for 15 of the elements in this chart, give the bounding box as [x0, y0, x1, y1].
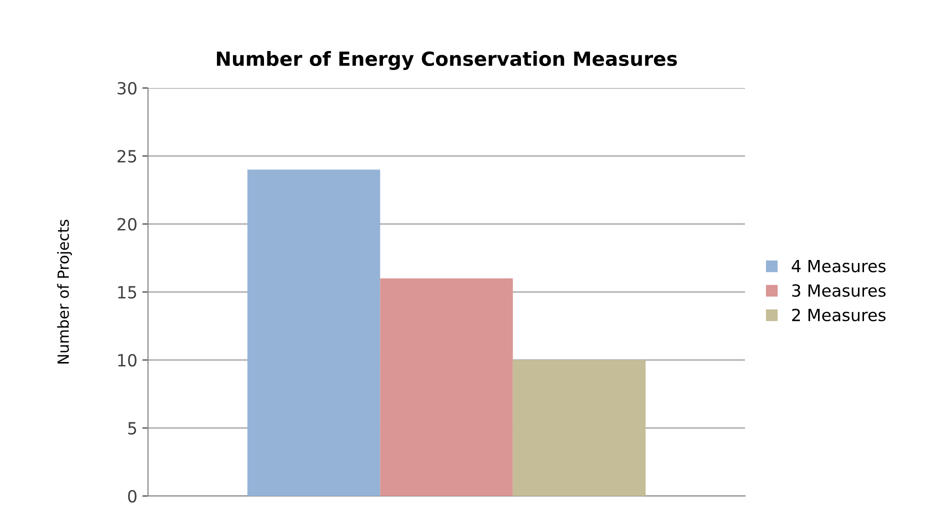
bar [512, 360, 646, 496]
y-tick-label: 0 [128, 490, 136, 503]
y-tick-label: 10 [118, 354, 136, 367]
legend-label: 2 Measures [792, 308, 886, 322]
y-tick-label: 25 [118, 150, 136, 163]
y-axis-title: Number of Projects [57, 220, 72, 364]
y-tick-label: 20 [118, 218, 136, 231]
bar [380, 278, 513, 496]
legend-label: 4 Measures [792, 260, 886, 272]
y-tick-label: 30 [118, 82, 136, 95]
bar [247, 170, 380, 496]
y-tick-label: 15 [118, 286, 136, 299]
legend-label: 3 Measures [792, 284, 886, 297]
y-tick-label: 5 [128, 422, 136, 435]
chart-title: Number of Energy Conservation Measures [216, 51, 677, 70]
